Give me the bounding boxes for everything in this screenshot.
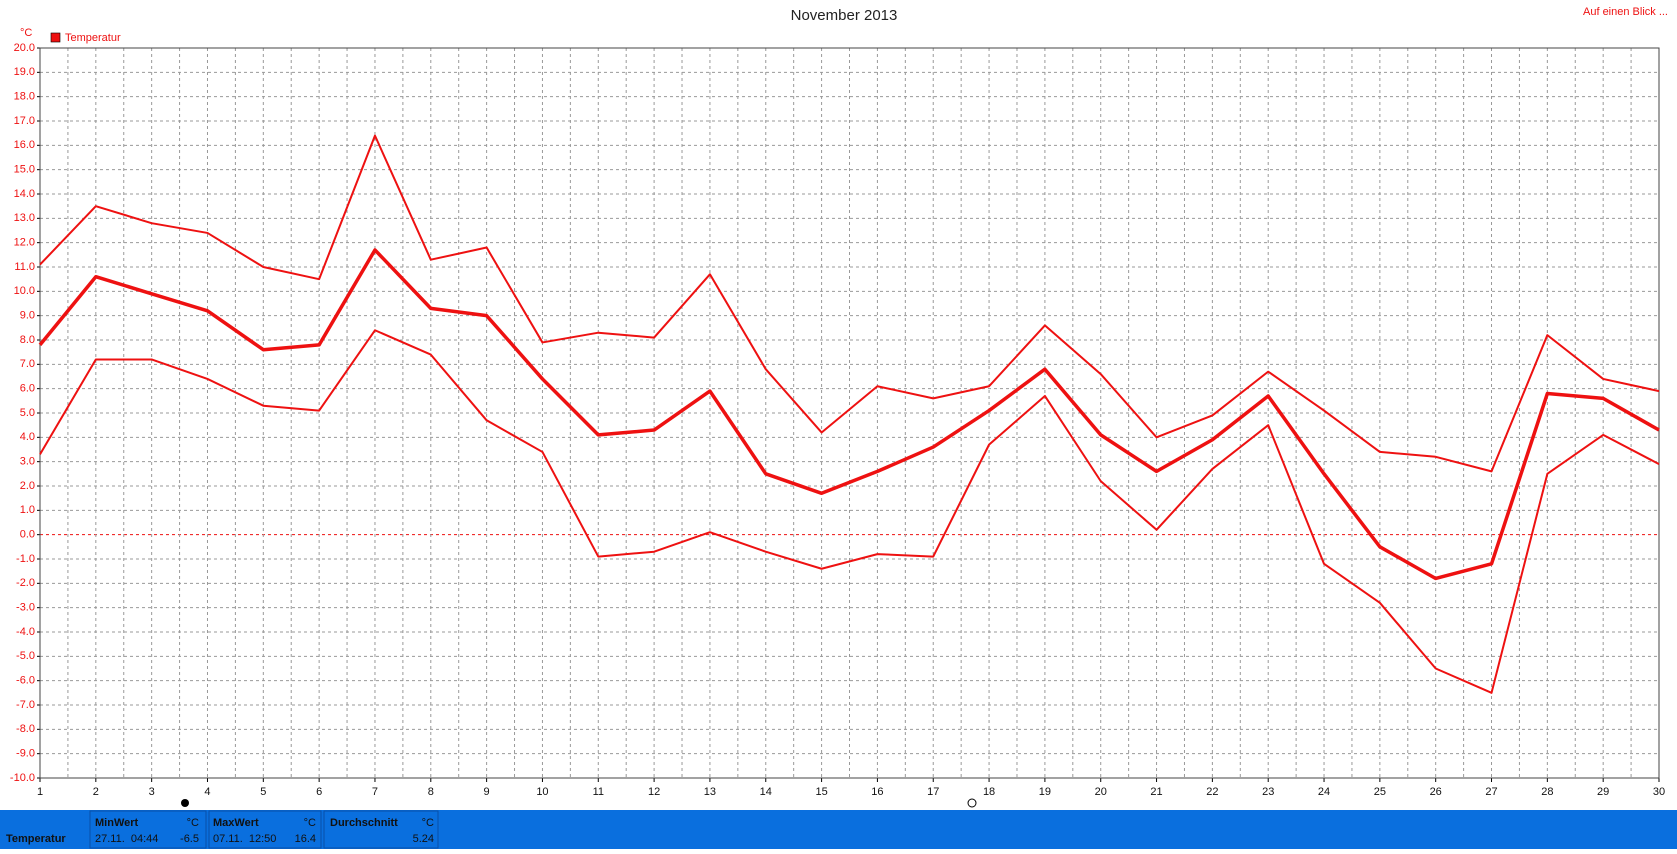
y-tick-label: -9.0 <box>16 748 35 760</box>
x-tick-label: 22 <box>1206 786 1218 798</box>
y-tick-label: 3.0 <box>20 456 35 468</box>
x-tick-label: 3 <box>149 786 155 798</box>
y-tick-label: -8.0 <box>16 723 35 735</box>
y-tick-label: -5.0 <box>16 650 35 662</box>
x-tick-label: 15 <box>815 786 827 798</box>
summary-cell <box>89 810 207 849</box>
x-tick-label: 30 <box>1653 786 1665 798</box>
x-tick-label: 2 <box>93 786 99 798</box>
x-tick-label: 5 <box>260 786 266 798</box>
x-tick-label: 7 <box>372 786 378 798</box>
summary-label: Temperatur <box>6 833 66 845</box>
summary-cell <box>323 810 439 849</box>
y-tick-label: 19.0 <box>14 66 35 78</box>
x-tick-label: 28 <box>1541 786 1553 798</box>
x-tick-label: 21 <box>1150 786 1162 798</box>
x-tick-label: 23 <box>1262 786 1274 798</box>
min-unit: °C <box>187 817 199 829</box>
y-tick-label: 10.0 <box>14 285 35 297</box>
x-tick-label: 10 <box>536 786 548 798</box>
y-tick-label: -4.0 <box>16 626 35 638</box>
x-tick-label: 9 <box>484 786 490 798</box>
x-tick-label: 27 <box>1485 786 1497 798</box>
y-tick-label: 1.0 <box>20 504 35 516</box>
y-tick-label: 12.0 <box>14 237 35 249</box>
chart-title: November 2013 <box>791 7 898 24</box>
min-value: -6.5 <box>180 833 199 845</box>
avg-unit: °C <box>422 817 434 829</box>
y-tick-label: 5.0 <box>20 407 35 419</box>
x-tick-label: 24 <box>1318 786 1330 798</box>
y-tick-label: 11.0 <box>14 261 35 273</box>
y-tick-label: 13.0 <box>14 212 35 224</box>
legend-label: Temperatur <box>65 32 121 44</box>
min-title: MinWert <box>95 817 139 829</box>
y-tick-label: -3.0 <box>16 602 35 614</box>
moon-icon <box>181 799 189 807</box>
series-line <box>38 248 1660 581</box>
y-tick-label: -6.0 <box>16 675 35 687</box>
y-tick-label: 17.0 <box>14 115 35 127</box>
y-tick-label: 4.0 <box>20 431 35 443</box>
y-tick-label: -7.0 <box>16 699 35 711</box>
summary-cell <box>208 810 322 849</box>
x-tick-label: 4 <box>204 786 210 798</box>
max-value: 16.4 <box>295 833 316 845</box>
x-tick-label: 26 <box>1430 786 1442 798</box>
max-time: 07.11. 12:50 <box>213 833 276 845</box>
x-tick-label: 14 <box>760 786 772 798</box>
x-tick-label: 11 <box>593 786 604 798</box>
x-tick-label: 18 <box>983 786 995 798</box>
y-tick-label: -10.0 <box>10 772 35 784</box>
y-tick-label: -2.0 <box>16 577 35 589</box>
series-line <box>39 134 1660 473</box>
x-tick-label: 8 <box>428 786 434 798</box>
y-tick-label: 18.0 <box>14 91 35 103</box>
max-title: MaxWert <box>213 817 259 829</box>
max-unit: °C <box>304 817 316 829</box>
moon-icon <box>967 798 977 808</box>
y-tick-label: 8.0 <box>20 334 35 346</box>
avg-value: 5.24 <box>413 833 434 845</box>
avg-title: Durchschnitt <box>330 817 398 829</box>
y-tick-label: -1.0 <box>16 553 35 565</box>
x-tick-label: 25 <box>1374 786 1386 798</box>
series-line <box>39 329 1660 694</box>
x-tick-label: 16 <box>871 786 883 798</box>
x-tick-label: 6 <box>316 786 322 798</box>
x-tick-label: 13 <box>704 786 716 798</box>
unit-label: °C <box>20 27 32 39</box>
y-tick-label: 20.0 <box>14 42 35 54</box>
min-time: 27.11. 04:44 <box>95 833 158 845</box>
y-tick-label: 15.0 <box>14 164 35 176</box>
y-tick-label: 14.0 <box>14 188 35 200</box>
plot-frame <box>39 47 1660 779</box>
y-tick-label: 2.0 <box>20 480 35 492</box>
y-tick-label: 0.0 <box>20 529 35 541</box>
x-tick-label: 1 <box>37 786 43 798</box>
y-tick-label: 16.0 <box>14 139 35 151</box>
y-tick-label: 7.0 <box>20 358 35 370</box>
x-tick-label: 20 <box>1095 786 1107 798</box>
x-tick-label: 17 <box>927 786 939 798</box>
y-tick-label: 9.0 <box>20 310 35 322</box>
link[interactable]: Auf einen Blick ... <box>1583 6 1668 18</box>
y-tick-label: 6.0 <box>20 383 35 395</box>
x-tick-label: 12 <box>648 786 660 798</box>
x-tick-label: 29 <box>1597 786 1609 798</box>
x-tick-label: 19 <box>1039 786 1051 798</box>
legend-swatch <box>50 32 61 43</box>
